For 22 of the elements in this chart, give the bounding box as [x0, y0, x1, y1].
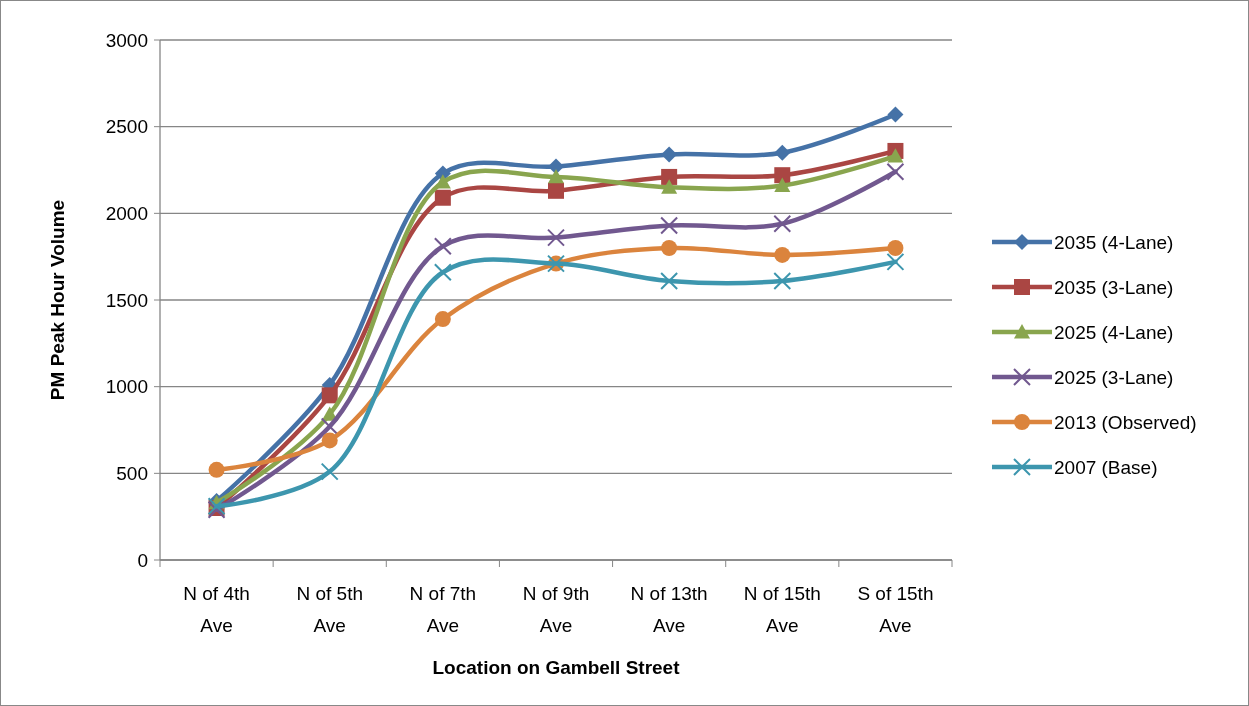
legend-label: 2025 (3-Lane) [1054, 366, 1174, 388]
x-tick-label: N of 13th Ave [630, 583, 708, 636]
x-tick-label: N of 4th Ave [183, 583, 250, 636]
x-tick-label: N of 5th Ave [296, 583, 363, 636]
y-tick-label: 2000 [105, 202, 148, 224]
y-tick-label: 2500 [105, 116, 148, 138]
y-tick-label: 500 [116, 462, 148, 484]
y-tick-label: 1500 [105, 289, 148, 311]
legend-label: 2035 (4-Lane) [1054, 231, 1174, 253]
y-tick-label: 1000 [105, 376, 148, 398]
legend-label: 2007 (Base) [1054, 456, 1158, 478]
legend-label: 2013 (Observed) [1054, 411, 1197, 433]
y-axis-title: PM Peak Hour Volume [47, 199, 68, 401]
x-axis-title: Location on Gambell Street [432, 657, 681, 678]
legend-label: 2025 (4-Lane) [1054, 321, 1174, 343]
y-tick-label: 0 [137, 549, 148, 571]
x-tick-label: N of 15th Ave [743, 583, 821, 636]
x-tick-label: N of 7th Ave [409, 583, 477, 636]
x-tick-label: S of 15th Ave [857, 583, 934, 636]
legend-label: 2035 (3-Lane) [1054, 276, 1174, 298]
x-tick-label: N of 9th Ave [522, 583, 590, 636]
y-tick-label: 3000 [105, 29, 148, 51]
